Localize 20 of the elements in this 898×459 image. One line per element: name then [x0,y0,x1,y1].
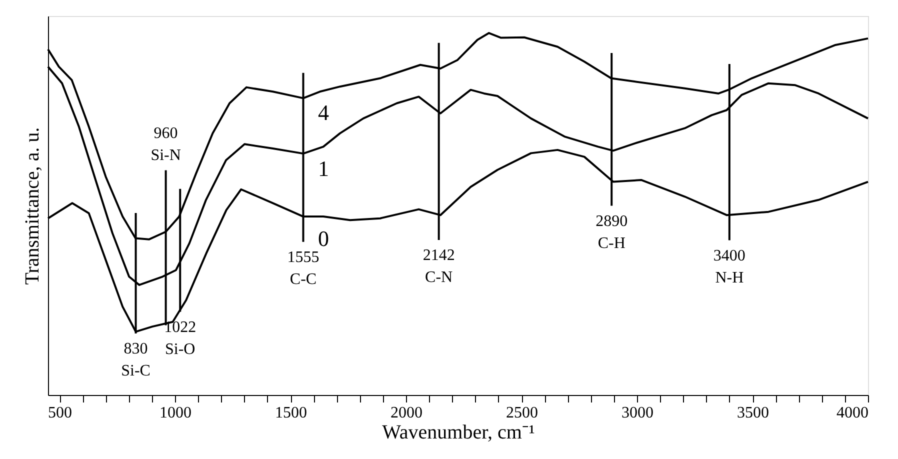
ref-line-label: 2142 C-N [422,247,455,286]
x-tick-label: 2000 [390,404,423,422]
series-label: 0 [318,226,330,252]
ref-line-label: 1022 Si-O [164,318,196,358]
ref-line-label: 830 Si-C [121,340,150,380]
x-tick-label: 3000 [622,404,654,422]
x-tick-label: 2500 [506,404,538,422]
x-axis-title: Wavenumber, cm⁻¹ [382,422,535,444]
x-tick-label: 500 [48,404,72,422]
series-label: 1 [318,156,330,181]
ref-line-label: 960 Si-N [150,124,182,164]
x-tick-label: 4000 [836,404,868,422]
series-label: 4 [318,100,330,126]
y-axis-title: Transmittance, a. u. [22,127,44,285]
x-tick-label: 3500 [737,404,770,422]
x-tick-label: 1500 [275,404,308,422]
ref-line-label: 1555 C-C [287,249,320,288]
ref-line-label: 2890 C-H [596,212,628,252]
ref-line-label: 3400 N-H [713,247,746,286]
x-tick-label: 1000 [160,404,192,422]
